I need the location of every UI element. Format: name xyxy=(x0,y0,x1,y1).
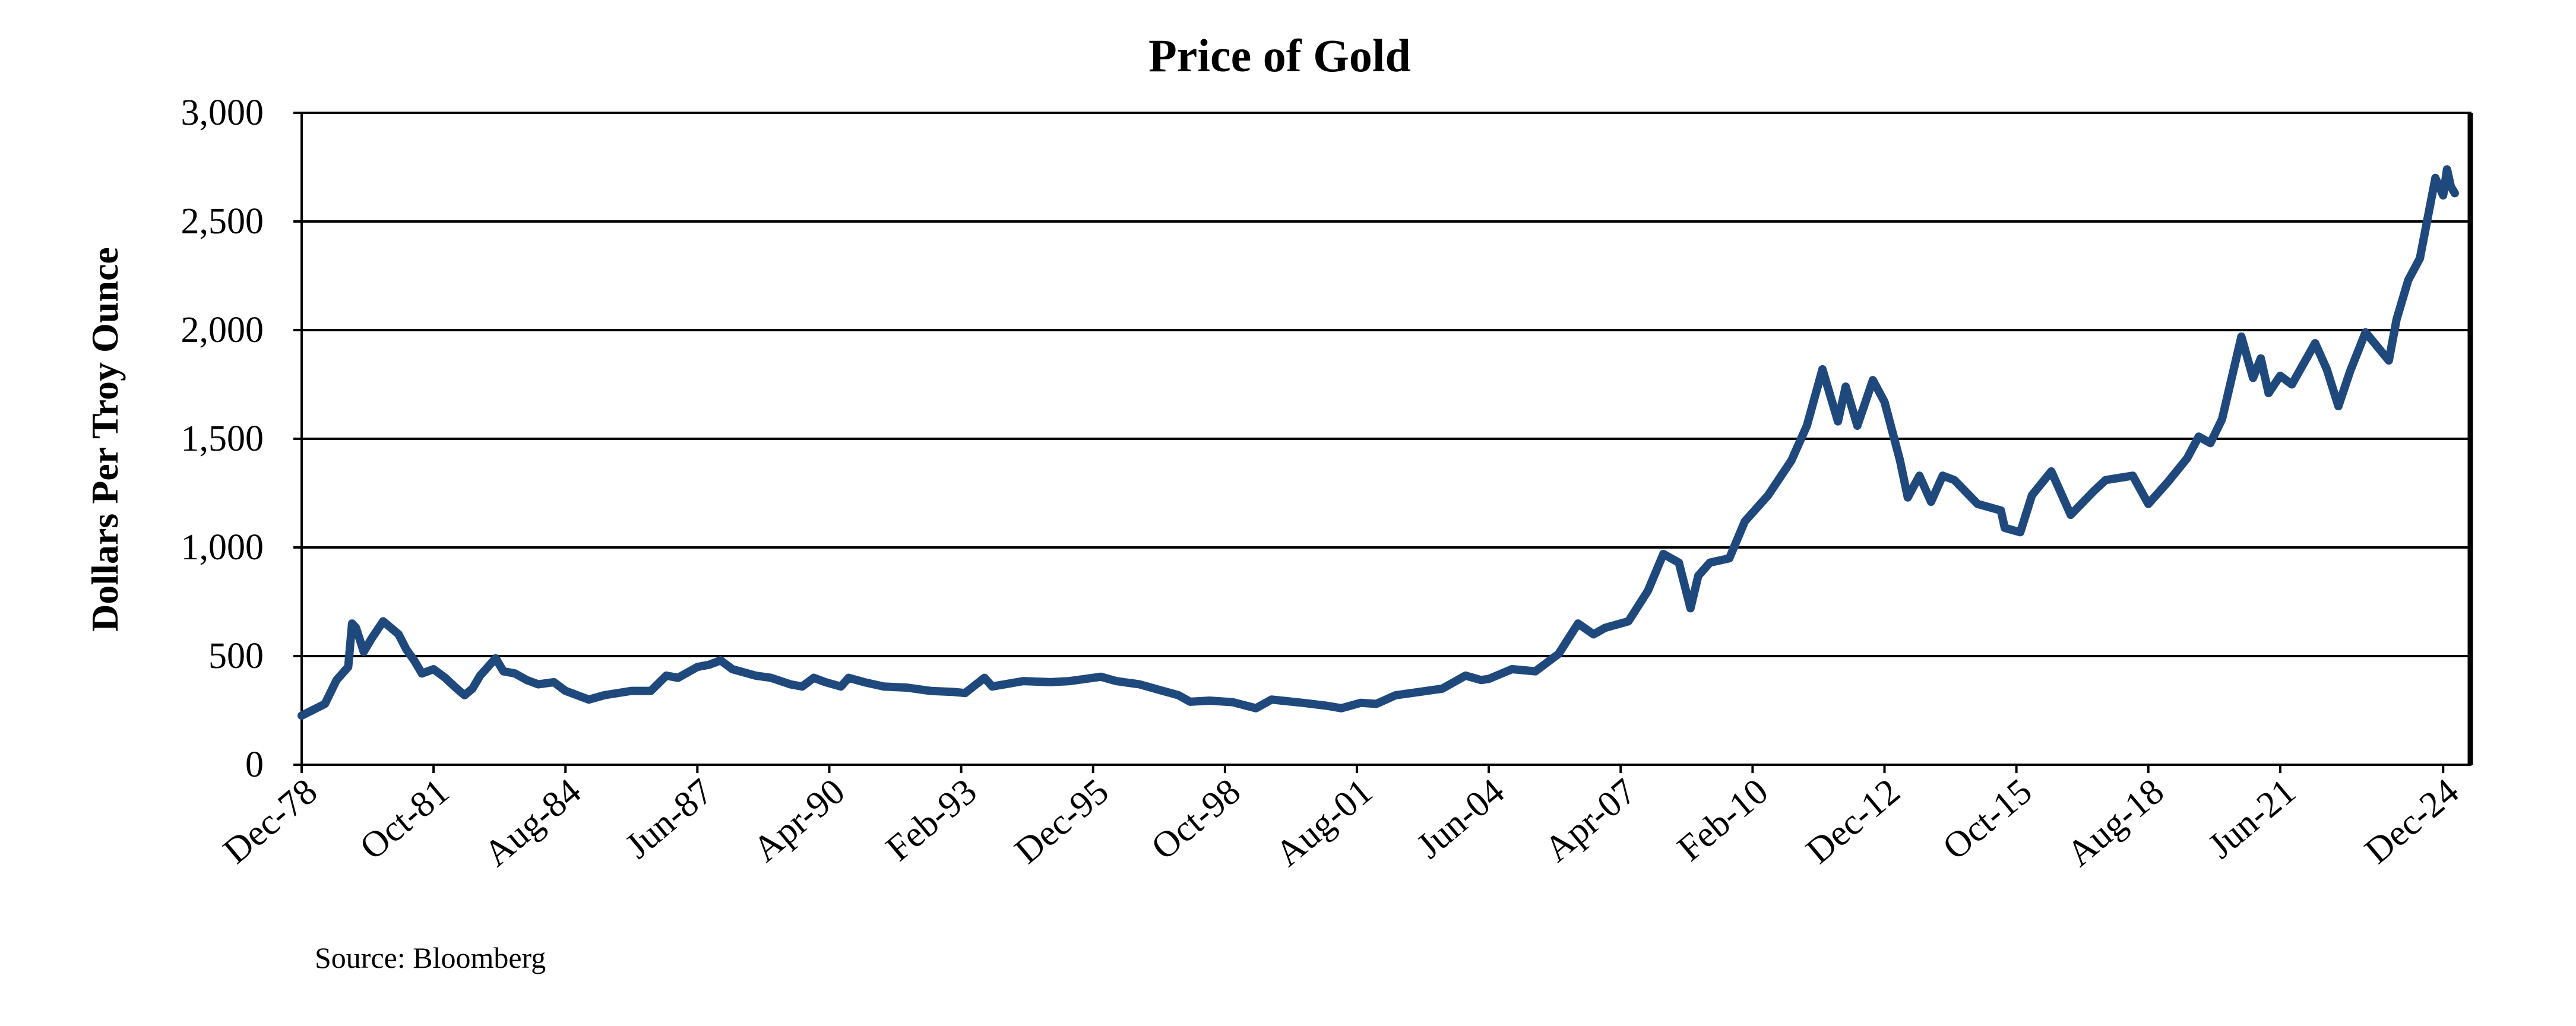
y-tick-label: 3,000 xyxy=(181,93,264,133)
x-tick-label: Aug-18 xyxy=(2059,771,2172,875)
x-tick-label: Oct-98 xyxy=(1144,771,1248,868)
x-tick-label: Dec-95 xyxy=(1007,771,1116,872)
x-tick-labels: Dec-78 Oct-81 Aug-84 Jun-87 Apr-90 Feb-93 Dec-… xyxy=(216,765,2466,875)
x-tick-label: Dec-24 xyxy=(2357,771,2466,872)
x-tick-label: Dec-12 xyxy=(1799,771,1907,872)
x-tick-label: Feb-10 xyxy=(1670,771,1776,869)
chart-title: Price of Gold xyxy=(1148,30,1411,81)
gold-price-series-line xyxy=(298,165,2459,720)
source-note: Source: Bloomberg xyxy=(315,941,546,974)
x-tick-label: Apr-07 xyxy=(1537,771,1644,870)
y-tick-labels: 0 500 1,000 1,500 2,000 2,500 3,000 xyxy=(181,93,264,785)
x-tick-label: Oct-81 xyxy=(353,771,457,868)
y-axis-label: Dollars Per Troy Ounce xyxy=(84,247,126,632)
x-tick-label: Aug-01 xyxy=(1268,771,1380,875)
x-tick-label: Aug-84 xyxy=(476,771,588,875)
y-tick-label: 1,500 xyxy=(181,419,264,459)
x-tick-label: Feb-93 xyxy=(878,771,984,869)
x-tick-label: Jun-87 xyxy=(618,771,720,867)
x-tick-label: Apr-90 xyxy=(746,771,853,870)
y-gridlines xyxy=(293,112,2470,766)
y-tick-label: 2,000 xyxy=(181,310,264,350)
x-tick-label: Jun-21 xyxy=(2201,771,2303,867)
x-tick-label: Oct-15 xyxy=(1935,771,2040,868)
y-tick-label: 2,500 xyxy=(181,201,264,242)
x-tick-label: Dec-78 xyxy=(216,771,325,872)
y-tick-label: 0 xyxy=(245,745,264,785)
y-tick-label: 1,000 xyxy=(181,527,264,568)
y-tick-label: 500 xyxy=(208,636,264,676)
x-tick-label: Jun-04 xyxy=(1409,771,1512,867)
